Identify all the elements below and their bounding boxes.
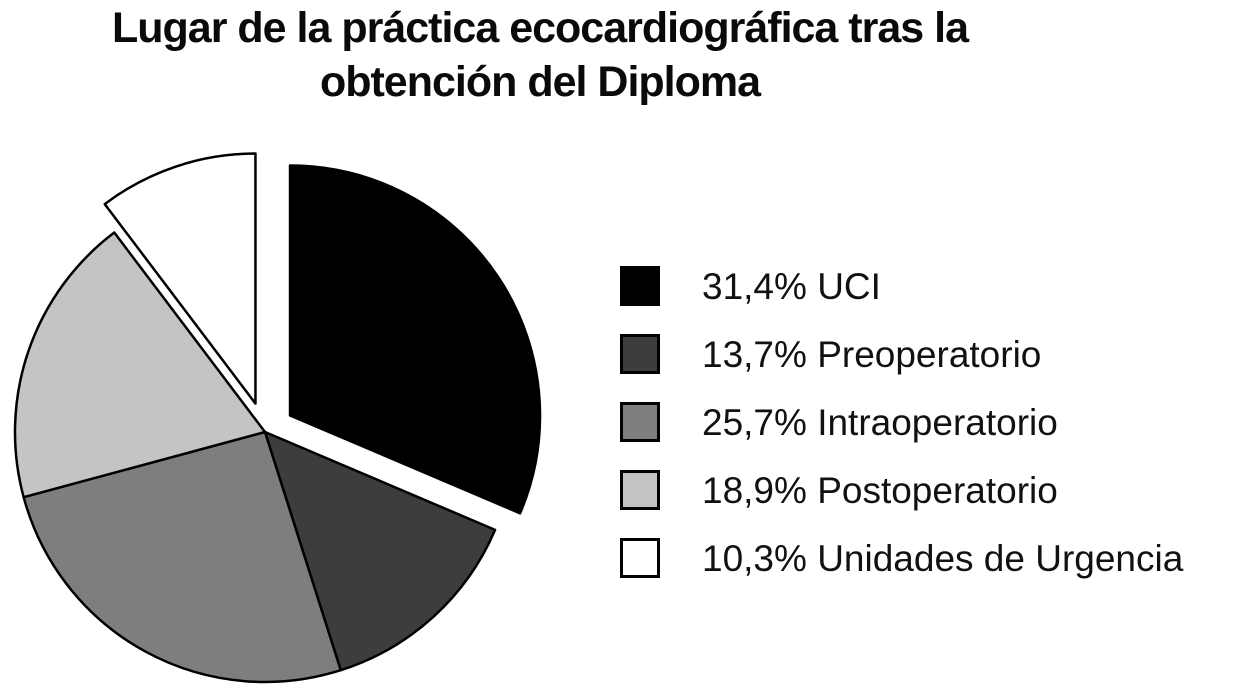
chart-title-line-1: Lugar de la práctica ecocardiográfica tr…: [112, 4, 969, 52]
legend-swatch-preoperatorio: [620, 334, 660, 374]
legend-label-uci: 31,4% UCI: [702, 265, 881, 307]
legend-label-urgencia: 10,3% Unidades de Urgencia: [702, 537, 1184, 579]
pie-slice-intraoperatorio: [22, 430, 343, 684]
legend-swatch-intraoperatorio: [620, 402, 660, 442]
chart-title-line-2: obtención del Diploma: [319, 57, 761, 106]
legend-swatch-postoperatorio: [620, 470, 660, 510]
legend-item-urgencia: 10,3% Unidades de Urgencia: [620, 538, 1183, 578]
pie-slice-urgencia: [103, 152, 257, 405]
legend-item-preoperatorio: 13,7% Preoperatorio: [620, 334, 1183, 374]
legend-item-uci: 31,4% UCI: [620, 266, 1183, 306]
legend-item-postoperatorio: 18,9% Postoperatorio: [620, 470, 1183, 510]
legend: 31,4% UCI 13,7% Preoperatorio 25,7% Intr…: [620, 266, 1183, 606]
legend-label-postoperatorio: 18,9% Postoperatorio: [702, 469, 1058, 511]
legend-swatch-uci: [620, 266, 660, 306]
legend-swatch-urgencia: [620, 538, 660, 578]
legend-label-preoperatorio: 13,7% Preoperatorio: [702, 333, 1042, 375]
pie-slice-postoperatorio: [13, 231, 267, 499]
legend-item-intraoperatorio: 25,7% Intraoperatorio: [620, 402, 1183, 442]
chart-title: Lugar de la práctica ecocardiográfica tr…: [0, 2, 1080, 110]
legend-label-intraoperatorio: 25,7% Intraoperatorio: [702, 401, 1058, 443]
pie-slice-uci: [288, 164, 542, 515]
